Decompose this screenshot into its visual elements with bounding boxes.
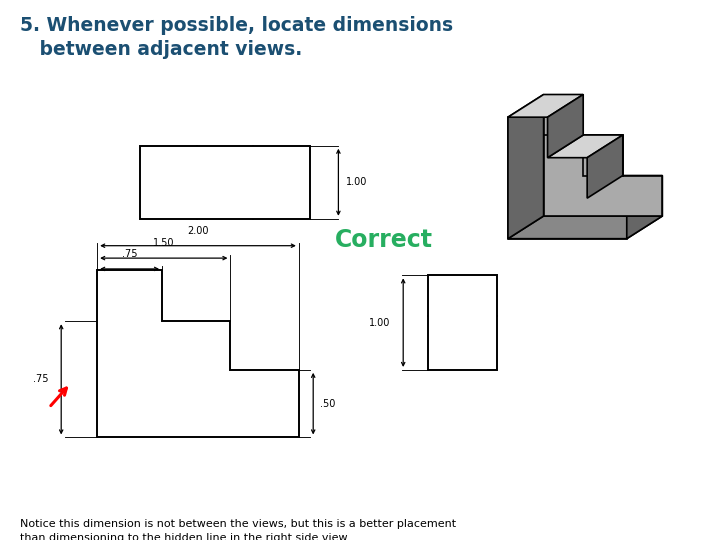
Polygon shape xyxy=(588,176,662,198)
Text: Notice this dimension is not between the views, but this is a better placement
t: Notice this dimension is not between the… xyxy=(20,519,456,540)
Polygon shape xyxy=(548,94,583,158)
Text: 2.00: 2.00 xyxy=(187,226,209,236)
Polygon shape xyxy=(548,135,623,158)
Polygon shape xyxy=(508,117,626,239)
Text: 1.00: 1.00 xyxy=(346,177,367,187)
Polygon shape xyxy=(97,270,299,437)
Text: .50: .50 xyxy=(320,399,336,409)
Polygon shape xyxy=(508,94,583,117)
Polygon shape xyxy=(623,176,662,216)
Polygon shape xyxy=(588,135,623,198)
Polygon shape xyxy=(583,135,623,176)
Polygon shape xyxy=(626,176,662,239)
Polygon shape xyxy=(508,216,662,239)
Polygon shape xyxy=(544,94,583,135)
Text: .75: .75 xyxy=(32,374,48,384)
Polygon shape xyxy=(508,94,544,239)
Text: 1.50: 1.50 xyxy=(153,238,174,248)
Text: .75: .75 xyxy=(122,249,138,259)
Bar xyxy=(140,146,310,219)
Polygon shape xyxy=(544,94,662,216)
Bar xyxy=(428,275,497,370)
Text: 1.00: 1.00 xyxy=(369,318,390,328)
Text: Correct: Correct xyxy=(335,228,433,252)
Text: 5. Whenever possible, locate dimensions
   between adjacent views.: 5. Whenever possible, locate dimensions … xyxy=(20,16,454,59)
